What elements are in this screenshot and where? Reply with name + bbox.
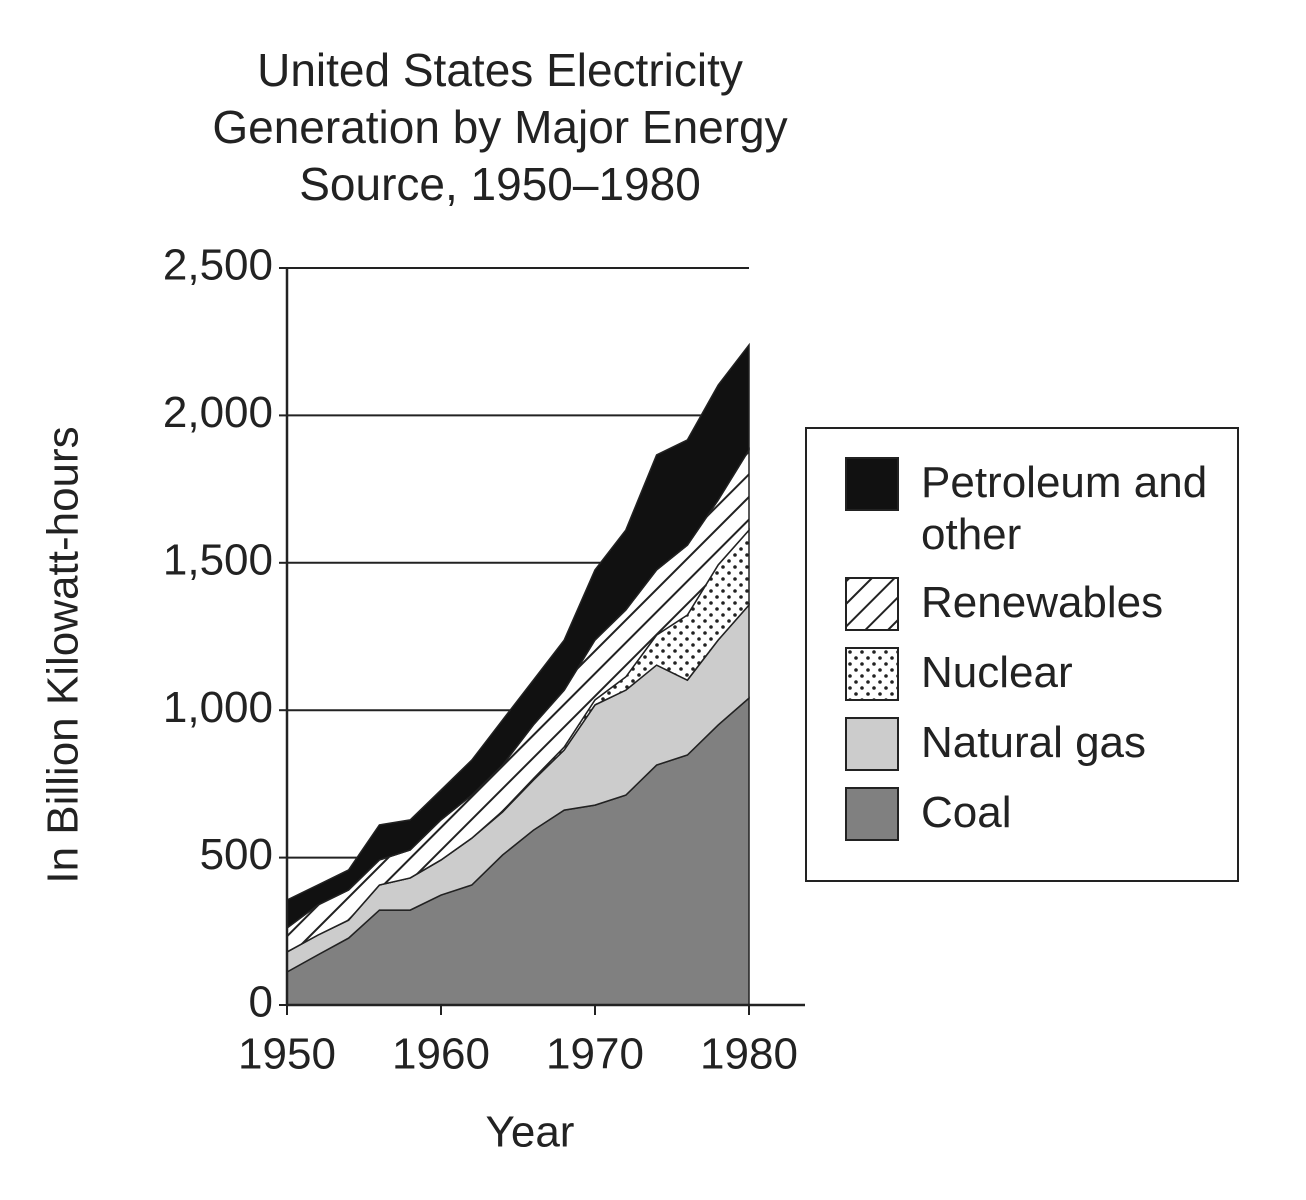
x-tick-label: 1980 — [700, 1030, 798, 1079]
y-tick-label: 2,500 — [163, 241, 273, 290]
swatch-fill — [847, 579, 897, 629]
legend-label: Natural gas — [921, 718, 1147, 767]
y-tick-label: 500 — [200, 830, 273, 879]
y-tick-label: 0 — [249, 978, 273, 1027]
legend-item: Natural gas — [845, 717, 1237, 771]
legend-swatch — [845, 577, 899, 631]
y-tick-label: 1,000 — [163, 683, 273, 732]
x-axis-label: Year — [486, 1108, 575, 1157]
legend: Petroleum and other Renewables Nuclear Natu… — [805, 427, 1239, 882]
area — [286, 342, 750, 930]
legend-label: Coal — [921, 788, 1012, 837]
x-tick-label: 1970 — [546, 1030, 644, 1079]
legend-swatch — [845, 457, 899, 511]
y-axis-label: In Billion Kilowatt-hours — [39, 426, 88, 883]
swatch-fill — [847, 719, 897, 769]
legend-swatch — [845, 647, 899, 701]
legend-item: Nuclear — [845, 647, 1237, 701]
swatch-fill — [847, 459, 897, 509]
legend-label: Petroleum and other — [921, 458, 1208, 559]
legend-swatch — [845, 717, 899, 771]
legend-item: Petroleum and other — [845, 457, 1237, 561]
legend-swatch — [845, 787, 899, 841]
legend-item: Renewables — [845, 577, 1237, 631]
chart-title: United States Electricity Generation by … — [212, 44, 788, 210]
y-tick-label: 1,500 — [163, 535, 273, 584]
y-tick-label: 2,000 — [163, 388, 273, 437]
x-tick-label: 1950 — [238, 1030, 336, 1079]
legend-item: Coal — [845, 787, 1237, 841]
swatch-fill — [847, 649, 897, 699]
legend-label: Nuclear — [921, 648, 1073, 697]
legend-label: Renewables — [921, 578, 1164, 627]
x-tick-label: 1960 — [392, 1030, 490, 1079]
swatch-fill — [847, 789, 897, 839]
